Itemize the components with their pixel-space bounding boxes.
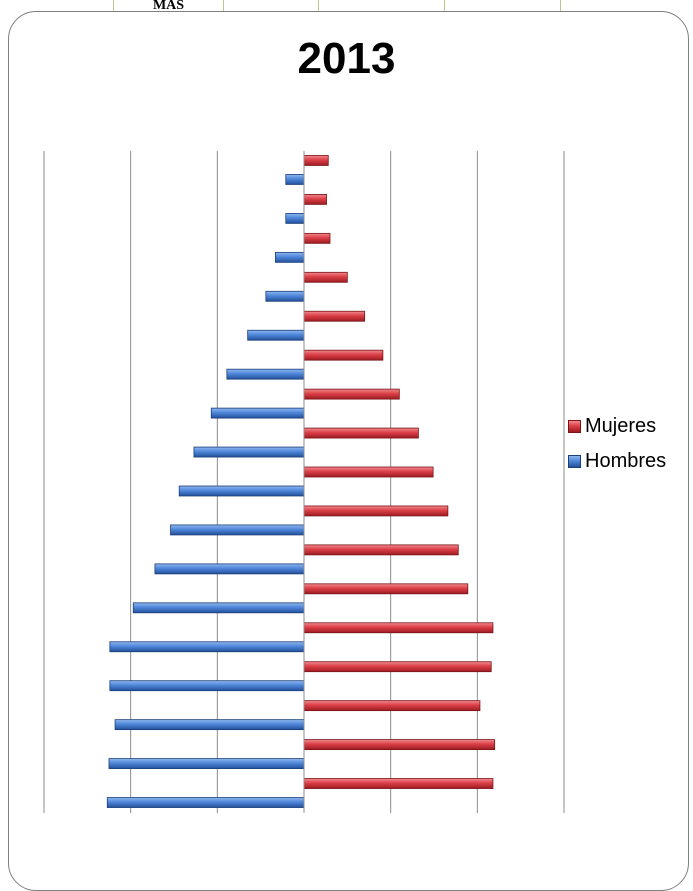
bar-hombres [132,602,305,614]
bar-mujeres [303,194,327,205]
legend-label-hombres: Hombres [585,449,667,472]
bar-mujeres [303,661,492,673]
bar-mujeres [303,466,434,478]
bar-mujeres [303,739,496,750]
bar-hombres [265,290,305,302]
legend: Mujeres Hombres [568,414,666,484]
bar-mujeres [303,778,494,789]
bar-hombres [114,719,305,731]
bar-hombres [109,680,305,692]
bar-hombres [247,329,305,341]
legend-swatch-hombres [568,454,581,468]
bar-mujeres [303,310,366,322]
bar-hombres [109,641,305,653]
chart-title: 2013 [297,34,396,83]
bar-mujeres [303,427,419,439]
bar-mujeres [303,388,400,400]
legend-label-mujeres: Mujeres [585,414,657,437]
top-table: MAS [112,0,561,13]
bar-mujeres [303,700,481,712]
bar-mujeres [303,155,329,166]
bar-mujeres [303,544,459,556]
bar-mujeres [303,583,469,595]
bar-hombres [170,524,305,536]
bar-hombres [285,174,305,185]
bar-mujeres [303,505,449,517]
bar-mujeres [303,622,494,634]
bar-hombres [285,213,305,224]
legend-swatch-mujeres [568,419,581,433]
bar-hombres [210,407,305,419]
bar-hombres [226,368,305,380]
bar-hombres [178,485,305,497]
bar-mujeres [303,349,384,361]
bar-mujeres [303,232,331,244]
legend-item-hombres: Hombres [568,449,666,473]
bar-mujeres [303,271,348,283]
bar-hombres [274,251,305,263]
bar-hombres [108,758,305,769]
legend-item-mujeres: Mujeres [568,414,666,438]
bar-hombres [106,797,305,808]
bar-hombres [193,446,305,458]
bar-hombres [154,563,305,575]
